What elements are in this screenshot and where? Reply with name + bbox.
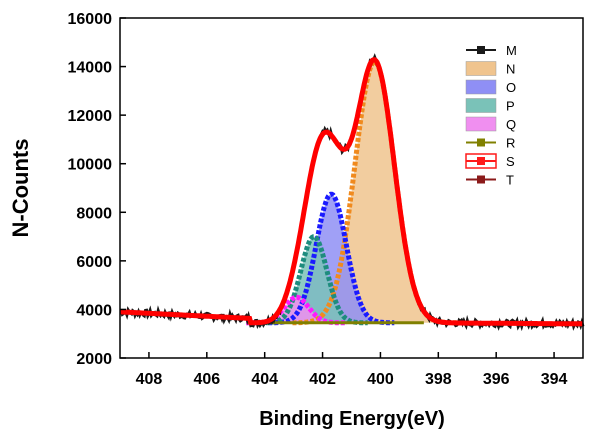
y-tick-label: 16000 <box>68 11 113 28</box>
envelope-line <box>120 57 584 327</box>
legend-label: P <box>506 99 515 114</box>
component-fills <box>246 61 457 323</box>
component-fill-P <box>260 236 368 323</box>
x-tick-label: 396 <box>483 371 510 388</box>
legend-label: Q <box>506 117 516 132</box>
legend-item-S: S <box>465 153 515 169</box>
y-tick-label: 4000 <box>76 302 112 319</box>
component-line-O <box>268 191 395 326</box>
y-tick-label: 14000 <box>68 60 113 77</box>
legend-item-R: R <box>466 136 515 151</box>
x-tick-label: 408 <box>136 371 163 388</box>
plot-frame <box>119 17 584 359</box>
legend-marker <box>477 157 485 165</box>
legend-swatch <box>465 61 497 76</box>
y-tick-label: 6000 <box>76 254 112 271</box>
legend-label: R <box>506 136 515 151</box>
legend-item-P: P <box>465 98 515 114</box>
x-axis-title: Binding Energy(eV) <box>259 408 445 430</box>
legend-label: T <box>506 173 514 188</box>
y-tick-label: 10000 <box>68 157 113 174</box>
x-tick-label: 406 <box>193 371 220 388</box>
legend-item-T: T <box>466 173 514 188</box>
legend-marker <box>477 138 485 147</box>
legend-item-M: M <box>466 43 517 58</box>
y-tick-label: 8000 <box>76 205 112 222</box>
y-tick-label: 2000 <box>76 351 112 368</box>
x-tick-label: 398 <box>425 371 452 388</box>
legend-item-Q: Q <box>465 116 516 132</box>
y-tick-label: 12000 <box>68 108 113 125</box>
component-fill-N <box>292 61 457 323</box>
component-fill-Q <box>246 297 347 323</box>
legend-swatch <box>465 79 497 95</box>
legend-swatch <box>465 98 497 113</box>
component-line-P <box>260 234 368 326</box>
component-fill-O <box>268 194 395 323</box>
legend-label: S <box>506 154 515 169</box>
y-axis-title: N-Counts <box>8 139 33 238</box>
legend-swatch <box>465 116 497 132</box>
x-tick-label: 394 <box>541 371 568 388</box>
legend-item-N: N <box>465 61 515 77</box>
axes: 2000 4000 6000 8000 10000 12000 14000 16000 408 4… <box>68 11 568 388</box>
legend-marker <box>477 46 485 54</box>
x-tick-label: 404 <box>251 371 278 388</box>
chart-lines <box>119 53 585 332</box>
legend-label: M <box>506 43 517 58</box>
legend-marker <box>477 175 485 184</box>
legend-item-O: O <box>465 79 516 95</box>
x-tick-label: 402 <box>309 371 336 388</box>
legend-label: N <box>506 62 515 77</box>
x-tick-label: 400 <box>367 371 394 388</box>
legend-label: O <box>506 80 516 95</box>
